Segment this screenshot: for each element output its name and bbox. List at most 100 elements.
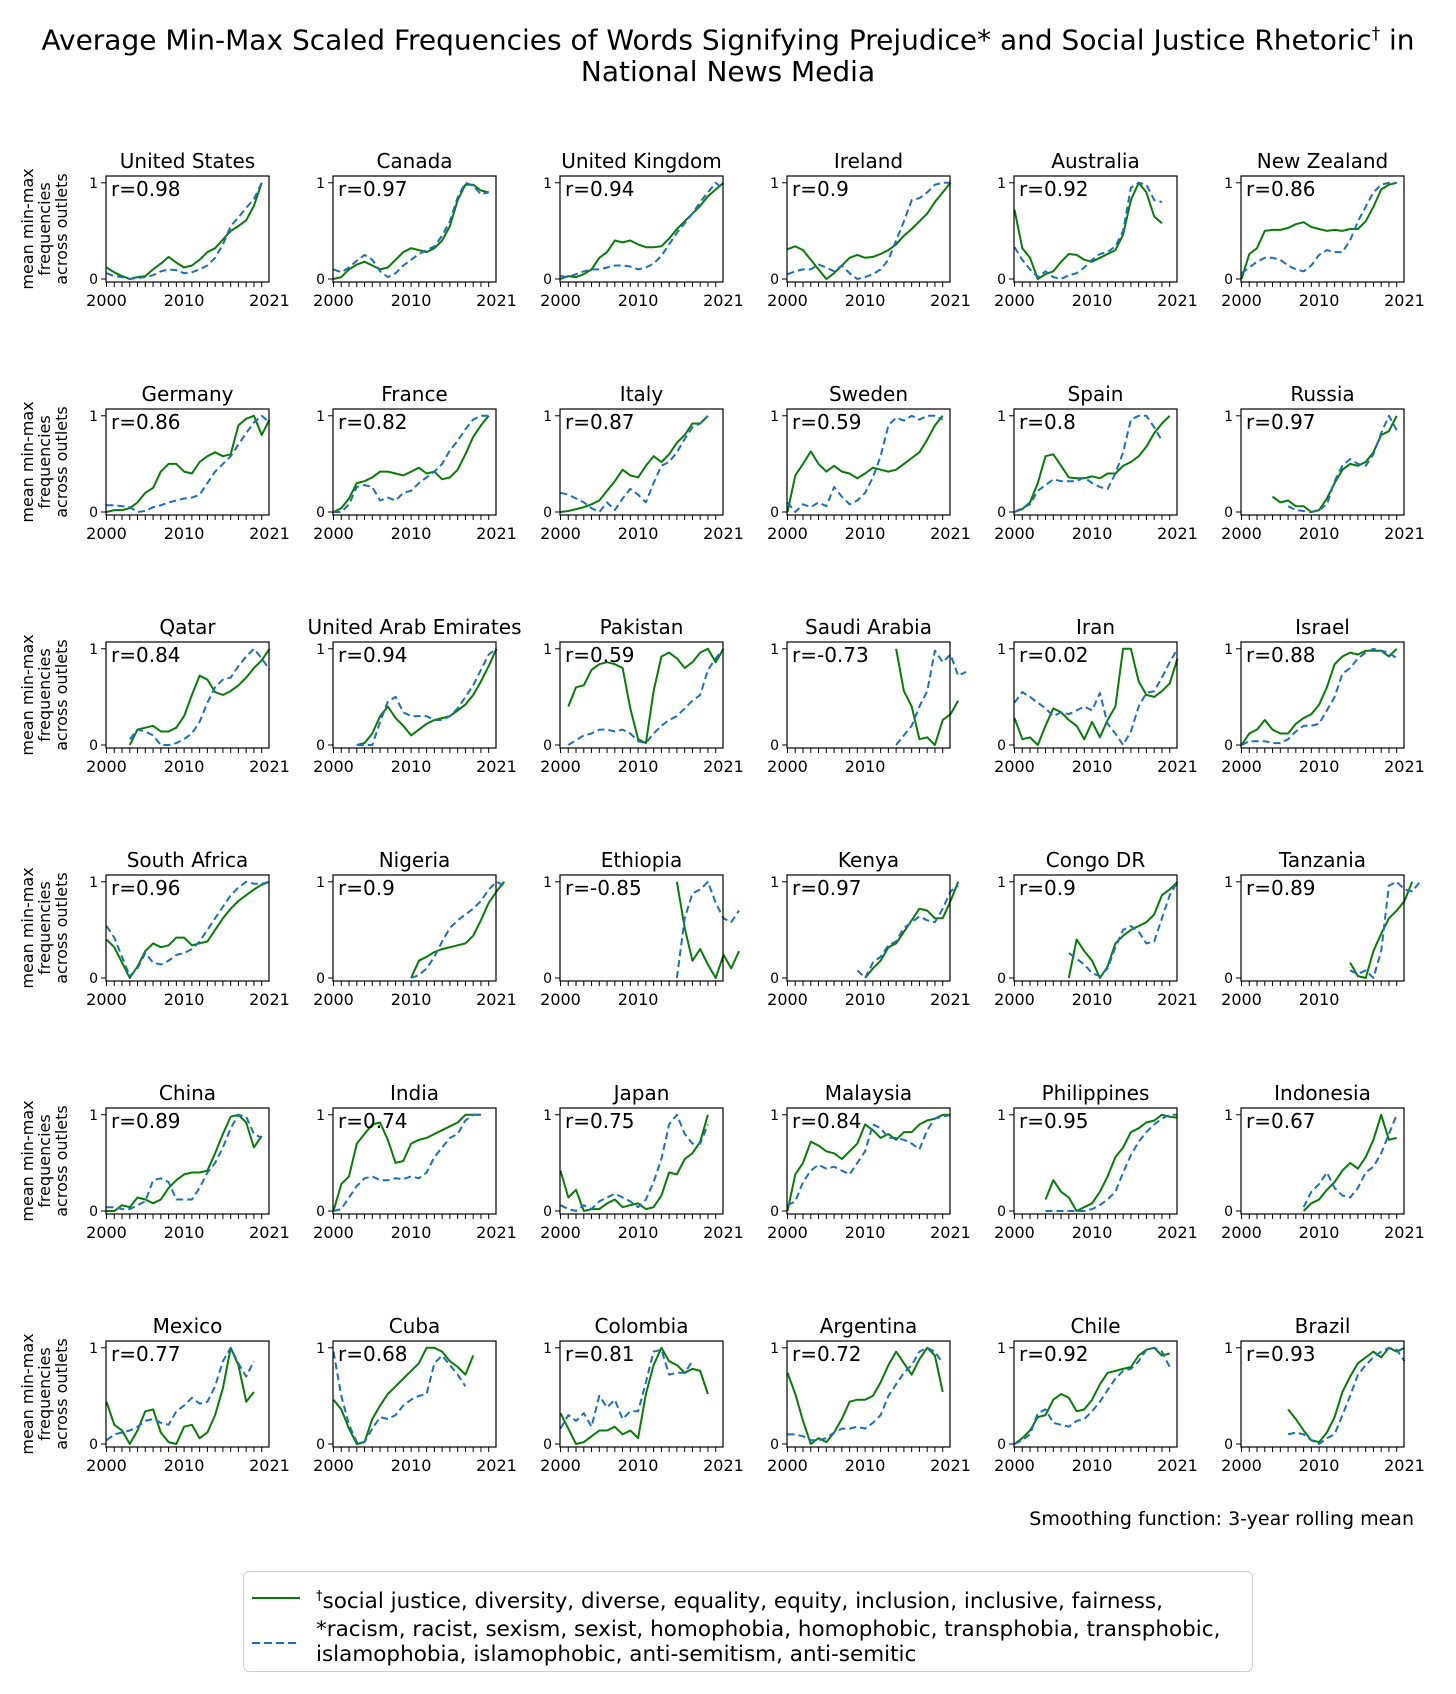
correlation-label: r=0.77 — [111, 1342, 181, 1366]
x-tick-label: 2021 — [1157, 291, 1198, 310]
justice-series-line — [106, 1113, 263, 1212]
y-axis-label: across outlets — [52, 872, 71, 983]
correlation-label: r=0.89 — [111, 1109, 181, 1133]
y-tick-label: 0 — [997, 505, 1006, 521]
justice-series-line — [1014, 415, 1171, 513]
panel-title: Qatar — [159, 615, 216, 639]
y-tick-label: 0 — [89, 505, 98, 521]
x-tick-label: 2010 — [1072, 1223, 1113, 1242]
prejudice-series-line — [1013, 181, 1163, 280]
x-tick-label: 2010 — [618, 1456, 659, 1475]
x-tick-label: 2000 — [313, 990, 354, 1009]
x-tick-label: 2021 — [930, 1456, 971, 1475]
y-tick-label: 1 — [89, 409, 98, 425]
panel-title: Germany — [142, 382, 234, 406]
x-tick-label: 2021 — [1157, 1456, 1198, 1475]
correlation-label: r=-0.85 — [565, 876, 642, 900]
x-tick-label: 2021 — [476, 1223, 517, 1242]
x-tick-label: 2010 — [1299, 524, 1340, 543]
x-tick-label: 2000 — [767, 757, 808, 776]
y-tick-label: 1 — [770, 409, 779, 425]
panel-title: Mexico — [153, 1314, 223, 1338]
correlation-label: r=0.68 — [338, 1342, 408, 1366]
correlation-label: r=0.86 — [1246, 177, 1316, 201]
y-tick-label: 1 — [997, 176, 1006, 192]
y-tick-label: 1 — [316, 642, 325, 658]
prejudice-series-line — [333, 1113, 481, 1212]
justice-series-line — [1013, 181, 1163, 280]
x-tick-label: 2010 — [845, 757, 886, 776]
x-tick-label: 2000 — [313, 757, 354, 776]
plot-area-frame — [786, 1340, 951, 1448]
y-tick-label: 0 — [1224, 505, 1233, 521]
y-axis-label: frequencies — [35, 648, 54, 741]
x-tick-label: 2021 — [1384, 291, 1425, 310]
prejudice-series-line — [1302, 1114, 1398, 1208]
plot-area-frame — [1240, 408, 1405, 516]
y-tick-label: 0 — [1224, 272, 1233, 288]
x-tick-label: 2010 — [164, 1223, 205, 1242]
correlation-label: r=0.84 — [111, 643, 181, 667]
prejudice-series-line — [560, 415, 709, 513]
x-tick-label: 2021 — [249, 990, 290, 1009]
x-tick-label: 2010 — [1299, 990, 1340, 1009]
y-tick-label: 1 — [770, 1108, 779, 1124]
justice-series-line — [560, 182, 725, 280]
plot-area-frame — [332, 641, 497, 749]
plot-area-frame — [786, 1107, 951, 1215]
plot-area-frame — [559, 408, 724, 516]
justice-series-line — [356, 648, 498, 746]
x-tick-label: 2021 — [1157, 757, 1198, 776]
correlation-label: r=0.94 — [565, 177, 635, 201]
y-tick-label: 1 — [1224, 875, 1233, 891]
y-tick-label: 0 — [543, 272, 552, 288]
plot-area-frame — [1013, 641, 1178, 749]
correlation-label: r=0.9 — [792, 177, 849, 201]
y-tick-label: 0 — [997, 971, 1006, 987]
plot-area-frame — [559, 641, 724, 749]
y-tick-label: 0 — [997, 272, 1006, 288]
x-tick-label: 2021 — [476, 291, 517, 310]
justice-series-line — [895, 648, 960, 746]
prejudice-series-line — [895, 649, 967, 746]
y-axis-label: frequencies — [35, 1347, 54, 1440]
x-tick-label: 2021 — [1384, 1456, 1425, 1475]
y-tick-label: 1 — [316, 176, 325, 192]
plot-area-frame — [332, 408, 497, 516]
figure-title-tail: in — [1380, 23, 1415, 57]
correlation-label: r=0.86 — [111, 410, 181, 434]
x-tick-label: 2010 — [1072, 524, 1113, 543]
x-tick-label: 2010 — [845, 291, 886, 310]
plot-area-frame — [1240, 641, 1405, 749]
x-tick-label: 2021 — [1384, 757, 1425, 776]
x-tick-label: 2010 — [845, 524, 886, 543]
legend-entry-prejudice: *racism, racist, sexism, sexist, homopho… — [252, 1617, 1246, 1667]
prejudice-series-line — [1045, 1113, 1178, 1212]
panel-title: Nigeria — [379, 848, 451, 872]
prejudice-series-line — [787, 181, 951, 280]
figure-title-main: Average Min-Max Scaled Frequencies of Wo… — [41, 23, 1372, 57]
x-tick-label: 2000 — [540, 757, 581, 776]
y-tick-label: 1 — [316, 409, 325, 425]
x-tick-label: 2010 — [618, 291, 659, 310]
y-tick-label: 0 — [316, 971, 325, 987]
correlation-label: r=0.93 — [1246, 1342, 1316, 1366]
x-tick-label: 2000 — [1221, 1223, 1262, 1242]
x-tick-label: 2000 — [540, 524, 581, 543]
x-tick-label: 2010 — [845, 990, 886, 1009]
correlation-label: r=0.72 — [792, 1342, 862, 1366]
x-tick-label: 2021 — [930, 1223, 971, 1242]
x-tick-label: 2000 — [994, 1456, 1035, 1475]
x-tick-label: 2021 — [930, 990, 971, 1009]
x-tick-label: 2000 — [994, 990, 1035, 1009]
justice-series-line — [675, 881, 740, 979]
y-tick-label: 0 — [89, 272, 98, 288]
plot-area-frame — [1240, 1340, 1405, 1448]
x-tick-label: 2000 — [1221, 990, 1262, 1009]
x-tick-label: 2000 — [767, 990, 808, 1009]
prejudice-series-line — [1241, 647, 1398, 746]
prejudice-series-line — [1068, 881, 1179, 978]
y-axis-label: mean min-max — [18, 168, 37, 289]
y-tick-label: 0 — [770, 738, 779, 754]
panel-title: Pakistan — [600, 615, 684, 639]
